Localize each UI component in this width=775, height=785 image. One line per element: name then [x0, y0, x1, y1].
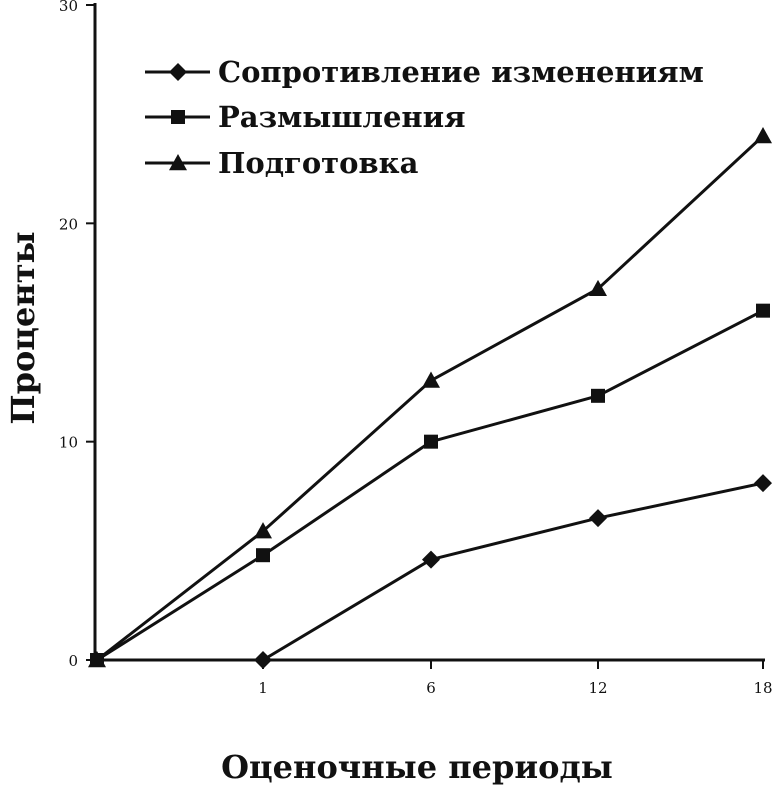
data-point: [754, 127, 772, 144]
x-tick-label: 6: [426, 679, 436, 697]
series-line: [96, 134, 765, 662]
y-tick-label: 20: [59, 215, 78, 233]
legend-item: Сопротивление изменениям: [145, 55, 704, 89]
series-line: [262, 481, 764, 662]
legend-item: Размышления: [145, 100, 466, 134]
y-tick-label: 10: [59, 434, 78, 452]
legend: Сопротивление изменениям Размышления Подго…: [145, 55, 704, 180]
legend-label: Подготовка: [218, 146, 419, 180]
y-tick-label: 0: [68, 652, 78, 670]
series-square: [90, 303, 770, 667]
legend-label: Сопротивление изменениям: [218, 55, 704, 89]
data-point: [754, 474, 772, 493]
legend-marker: [169, 63, 187, 81]
data-point: [591, 388, 605, 403]
x-tick-label: 18: [753, 679, 772, 697]
data-point: [589, 509, 607, 528]
tick-labels: 0 10 20 30 1 6 12 18: [59, 0, 773, 697]
series-group: [88, 127, 772, 669]
legend-label: Размышления: [218, 100, 466, 134]
data-point: [88, 651, 106, 668]
data-point: [589, 279, 607, 297]
data-point: [422, 371, 440, 388]
series-diamond: [254, 474, 772, 669]
legend-marker: [171, 110, 185, 124]
legend-item: Подготовка: [145, 146, 419, 180]
x-tick-label: 1: [258, 679, 268, 697]
x-axis-title: Оценочные периоды: [221, 748, 613, 785]
y-axis-title: Проценты: [4, 231, 42, 424]
series-line: [96, 309, 764, 662]
x-tick-label: 12: [588, 679, 607, 697]
series-triangle: [88, 127, 772, 668]
legend-marker: [169, 154, 187, 171]
axes: [93, 3, 765, 662]
data-point: [756, 303, 770, 318]
data-point: [256, 548, 270, 563]
data-point: [424, 434, 438, 449]
data-point: [422, 550, 440, 569]
y-tick-label: 30: [59, 0, 78, 15]
data-point: [254, 522, 272, 539]
data-point: [254, 651, 272, 669]
